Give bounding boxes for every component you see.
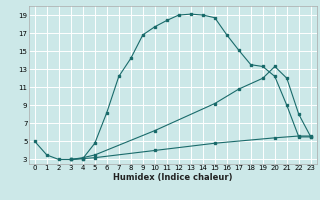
- X-axis label: Humidex (Indice chaleur): Humidex (Indice chaleur): [113, 173, 233, 182]
